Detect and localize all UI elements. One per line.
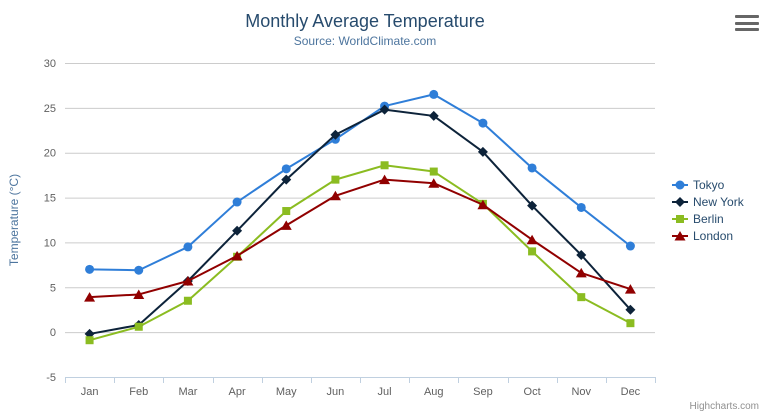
- svg-text:5: 5: [50, 282, 56, 294]
- svg-text:15: 15: [44, 193, 56, 205]
- legend: Tokyo New York Berlin London: [672, 176, 744, 244]
- chart-title: Monthly Average Temperature: [245, 11, 485, 31]
- export-menu-button[interactable]: [735, 15, 759, 31]
- legend-label: New York: [693, 194, 744, 209]
- svg-text:Nov: Nov: [571, 386, 591, 398]
- tokyo-circle-marker-icon: [672, 180, 688, 189]
- svg-text:Mar: Mar: [178, 386, 197, 398]
- hamburger-icon: [735, 28, 759, 31]
- legend-label: London: [693, 228, 734, 243]
- legend-item-new-york[interactable]: New York: [672, 193, 744, 210]
- legend-item-berlin[interactable]: Berlin: [672, 210, 744, 227]
- svg-text:Apr: Apr: [229, 386, 246, 398]
- svg-text:Jan: Jan: [81, 386, 99, 398]
- svg-text:Aug: Aug: [424, 386, 444, 398]
- svg-text:Dec: Dec: [621, 386, 641, 398]
- svg-text:Sep: Sep: [473, 386, 493, 398]
- london-triangle-marker-icon: [672, 230, 688, 240]
- svg-text:-5: -5: [46, 372, 56, 384]
- berlin-square-marker-icon: [672, 214, 688, 223]
- legend-label: Berlin: [693, 211, 724, 226]
- svg-text:Oct: Oct: [524, 386, 541, 398]
- svg-text:20: 20: [44, 148, 56, 160]
- legend-label: Tokyo: [693, 177, 725, 192]
- svg-text:0: 0: [50, 327, 56, 339]
- hamburger-icon: [735, 15, 759, 18]
- hamburger-icon: [735, 21, 759, 25]
- credits-link[interactable]: Highcharts.com: [689, 401, 759, 412]
- legend-item-tokyo[interactable]: Tokyo: [672, 176, 744, 193]
- chart-subtitle: Source: WorldClimate.com: [293, 34, 437, 48]
- legend-item-london[interactable]: London: [672, 227, 744, 244]
- new-york-diamond-marker-icon: [672, 196, 688, 207]
- svg-text:May: May: [276, 386, 297, 398]
- svg-text:Temperature (°C): Temperature (°C): [7, 174, 21, 266]
- svg-text:30: 30: [44, 58, 56, 70]
- svg-text:Feb: Feb: [129, 386, 148, 398]
- svg-text:25: 25: [44, 103, 56, 115]
- svg-text:Jun: Jun: [327, 386, 345, 398]
- svg-text:Jul: Jul: [378, 386, 392, 398]
- svg-text:10: 10: [44, 237, 56, 249]
